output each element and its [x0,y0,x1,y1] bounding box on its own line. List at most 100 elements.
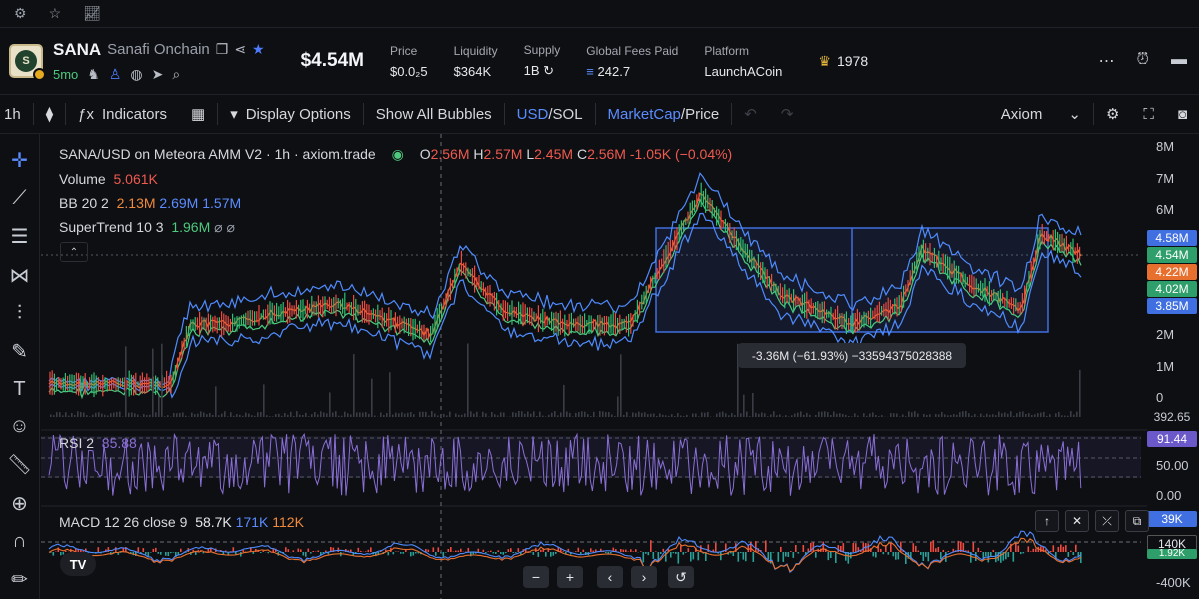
volume-bar [128,412,130,417]
indicators-button[interactable]: ƒx Indicators [66,95,179,133]
volume-bar [695,413,697,417]
price-tick: 7M [1156,171,1175,186]
token-logo-letter: S [15,50,37,72]
fib-icon[interactable]: ⫶ [17,302,22,324]
currency-toggle[interactable]: USD / SOL [505,95,595,133]
price-chart[interactable] [41,134,1147,599]
macd-histogram-bar [1037,546,1040,552]
screenshot-button[interactable]: ◙ [1166,95,1199,133]
marketcap-option[interactable]: MarketCap [607,105,681,123]
zoom-out-button[interactable]: − [523,566,549,588]
reset-chart-button[interactable]: ↺ [668,566,694,588]
rsi-band [41,436,1141,478]
show-bubbles-button[interactable]: Show All Bubbles [364,95,504,133]
macd-histogram-bar [432,547,435,552]
magnet-icon[interactable]: ∩ [12,530,27,552]
macd-histogram-bar [292,550,295,552]
more-options-icon[interactable]: ⋯ [1098,53,1115,70]
collapse-pane-button[interactable]: ⤫ [1095,510,1119,532]
alert-icon[interactable]: ⏰︎ [1136,51,1149,68]
volume-bar [461,414,463,417]
price-tick: 1M [1156,359,1175,374]
rsi-label: RSI 2 [59,435,95,451]
horizontal-lines-icon[interactable]: ☰ [10,226,29,248]
user-icon[interactable]: ♙ [108,65,122,82]
stat-label: Supply [523,43,561,57]
emoji-icon[interactable]: ☺ [9,415,30,437]
undo-button[interactable]: ↶ [744,106,757,123]
interval-selector[interactable]: 1h [0,95,33,133]
tradingview-logo[interactable]: TV [60,552,96,576]
macd-histogram-bar [392,552,395,555]
refresh-icon[interactable]: ↻ [543,63,555,78]
fullscreen-button[interactable]: ⛶ [1131,95,1166,133]
settings-button[interactable]: ⚙ [1094,95,1131,133]
pattern-icon[interactable]: ⋈ [9,265,30,287]
scroll-right-button[interactable]: › [631,566,657,588]
holders-count[interactable]: ♛ 1978 [818,53,868,70]
community-icon[interactable]: ♞ [87,65,100,82]
gear-icon[interactable]: ⚙ [14,5,27,21]
search-icon[interactable]: ⌕ [172,65,181,82]
volume-bar [137,414,139,417]
macd-histogram-bar [580,552,582,555]
macd-histogram-bar [137,547,140,552]
mcap-price-toggle[interactable]: MarketCap / Price [596,95,732,133]
stat-value: 1B ↻ [524,63,561,79]
volume-bar [536,416,538,417]
zoom-in-button[interactable]: + [557,566,583,588]
layouts-button[interactable]: ▦ [179,95,217,133]
volume-bar [653,413,655,417]
volume-bar [866,415,868,417]
ruler-icon[interactable]: 📏︎ [6,454,33,476]
share-icon[interactable]: ⋖ [234,41,247,57]
brush-icon[interactable]: ✎ [11,341,28,363]
zoom-icon[interactable]: ⊕ [11,493,28,515]
copy-icon[interactable]: ❐ [215,41,229,57]
macd-histogram-bar [287,549,290,552]
volume-bar [269,416,271,417]
macd-histogram-bar [235,552,237,555]
chart-toolbar: 1h ⧫ ƒx Indicators ▦ ▾ Display Options Sho… [0,94,1199,134]
volume-bar [92,414,94,417]
redo-button[interactable]: ↷ [780,106,794,123]
macd-line-value: 171K [235,514,269,530]
fullscreen-icon: ⛶ [1143,105,1154,123]
sol-option[interactable]: SOL [552,105,583,123]
trendline-icon[interactable]: ⟋ [12,187,27,209]
collapse-legend-button[interactable]: ⌃ [60,242,88,262]
volume-bar [236,414,238,417]
favorite-star-icon[interactable]: ★ [252,41,265,57]
macd-histogram-bar [482,549,485,552]
star-icon[interactable]: ☆ [48,5,62,21]
text-icon[interactable]: T [13,378,26,400]
chart-line-icon[interactable]: 📈︎ [83,5,101,21]
maximize-pane-button[interactable]: ⧉ [1125,510,1149,532]
solana-icon: ≡ [586,63,594,79]
price-option[interactable]: Price [685,105,720,123]
move-pane-up-button[interactable]: ↑ [1035,510,1059,532]
close-pane-button[interactable]: ✕ [1065,510,1089,532]
macd-histogram-bar [855,543,857,552]
volume-bar [56,412,58,417]
scroll-left-button[interactable]: ‹ [597,566,623,588]
macd-histogram-bar [835,552,837,563]
macd-histogram-bar [365,551,367,552]
volume-bar [641,412,643,417]
panel-layout-icon[interactable]: ▬ [1171,51,1187,68]
display-options-button[interactable]: ▾ Display Options [218,95,363,133]
macd-histogram-bar [805,552,807,556]
volume-bar [386,413,388,417]
volume-bar [74,415,76,417]
globe-icon[interactable]: ◍ [130,65,143,82]
macd-histogram-bar [860,549,862,552]
caret-down-icon: ▾ [230,106,238,123]
macd-histogram-bar [455,550,457,552]
lock-drawing-icon[interactable]: ✏ [11,569,28,591]
source-selector[interactable]: Axiom ⌄ [989,95,1093,133]
telegram-icon[interactable]: ➤ [151,65,164,82]
usd-option[interactable]: USD [516,105,549,123]
candle-type-button[interactable]: ⧫ [34,95,65,133]
volume-bar [1001,413,1003,417]
crosshair-icon[interactable]: ✛ [11,150,28,172]
